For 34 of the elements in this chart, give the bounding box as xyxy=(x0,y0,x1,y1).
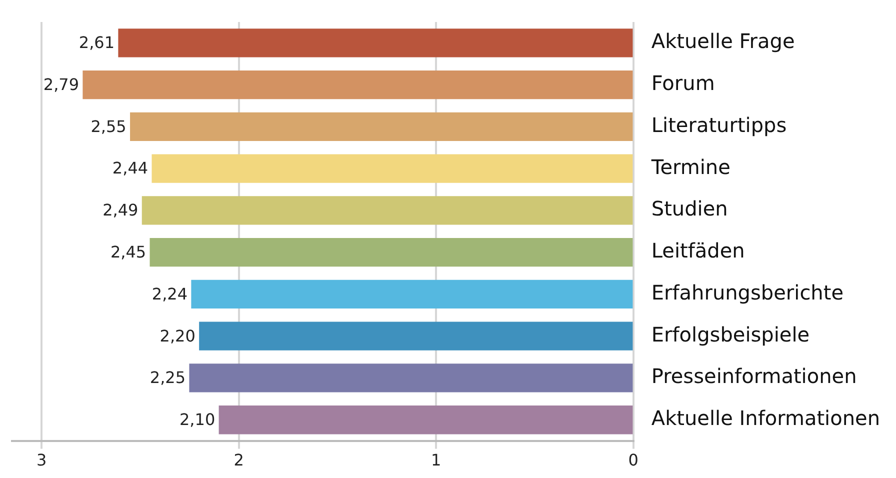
y-tick-label: Forum xyxy=(651,71,715,96)
data-label: 2,55 xyxy=(90,116,126,136)
bar xyxy=(150,238,633,267)
bar xyxy=(218,406,633,434)
y-tick-label: Erfahrungsberichte xyxy=(651,280,844,304)
data-label: 2,49 xyxy=(102,200,138,220)
bar xyxy=(142,196,633,225)
bar xyxy=(130,112,633,142)
x-tick-label: 3 xyxy=(36,450,47,470)
data-label: 2,79 xyxy=(43,74,80,94)
y-tick-label: Studien xyxy=(651,196,728,221)
bar xyxy=(152,154,633,183)
bar xyxy=(82,70,633,100)
data-label: 2,10 xyxy=(180,410,216,430)
y-tick-label: Termine xyxy=(650,154,730,179)
data-label: 2,45 xyxy=(110,242,146,262)
data-label: 2,20 xyxy=(160,326,196,346)
bar xyxy=(189,364,633,392)
data-label: 2,44 xyxy=(112,158,148,178)
y-tick-label: Erfolgsbeispiele xyxy=(651,322,810,346)
y-tick-label: Aktuelle Frage xyxy=(651,29,795,54)
x-tick-label: 1 xyxy=(431,450,442,470)
data-label: 2,61 xyxy=(78,33,115,52)
bar xyxy=(199,322,633,350)
x-tick-label: 2 xyxy=(234,450,244,470)
x-tick-label: 0 xyxy=(628,450,638,470)
bar xyxy=(118,28,633,58)
y-tick-label: Literaturtipps xyxy=(651,112,787,137)
y-tick-label: Leitfäden xyxy=(651,238,745,263)
data-label: 2,25 xyxy=(150,368,186,388)
y-tick-label: Aktuelle Informationen xyxy=(651,406,880,430)
bar xyxy=(191,280,633,309)
data-label: 2,24 xyxy=(152,284,188,304)
y-tick-label: Presseinformationen xyxy=(651,364,857,388)
